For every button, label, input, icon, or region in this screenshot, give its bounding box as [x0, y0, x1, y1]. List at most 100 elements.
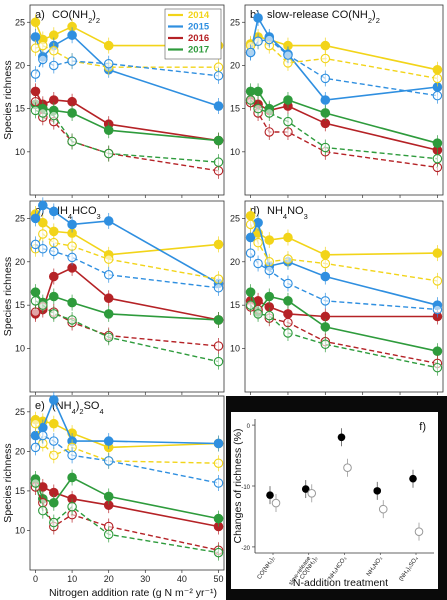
- data-point-open: [49, 450, 59, 461]
- series-line-dashed: [35, 300, 219, 363]
- y-tick-label: 10: [230, 344, 240, 354]
- data-point: [48, 271, 59, 282]
- title-part: ): [372, 9, 376, 21]
- data-point: [213, 135, 224, 146]
- data-point: [30, 17, 41, 28]
- data-point-open: [320, 142, 331, 153]
- series-line-dashed: [35, 243, 219, 289]
- x-axis-label: N-addition treatment: [293, 577, 388, 589]
- title-part: HCO: [72, 205, 97, 217]
- series-line-dashed: [34, 101, 219, 172]
- data-point-open: [432, 304, 443, 315]
- data-point-open: [320, 258, 331, 269]
- data-point-open: [30, 418, 41, 429]
- y-tick-label: 25: [230, 213, 240, 223]
- x-axis-label: Nitrogen addition rate (g N m⁻² yr⁻¹): [49, 587, 217, 599]
- data-point: [67, 472, 77, 483]
- panel-title: CO(NH2)2: [52, 9, 100, 25]
- y-axis-label: Changes of richness (%): [232, 429, 244, 544]
- panel-label: e): [35, 400, 45, 412]
- y-tick-label: 10: [15, 344, 25, 354]
- y-tick-label: 15: [15, 300, 25, 310]
- y-axis-label: Species richness: [2, 257, 14, 336]
- series-line: [34, 213, 219, 256]
- data-point-open: [283, 278, 293, 289]
- title-part: CO(NH: [52, 9, 88, 21]
- series-line: [34, 91, 219, 142]
- panel-label: d): [250, 205, 260, 217]
- panel-title: NH4HCO3: [52, 205, 101, 221]
- data-point: [103, 436, 114, 446]
- y-tick-label: 20: [15, 446, 25, 456]
- data-point: [103, 216, 114, 226]
- data-point-open: [67, 241, 77, 251]
- data-point-open: [253, 237, 263, 248]
- y-tick-label: 20: [15, 60, 25, 70]
- y-tick-label: 25: [15, 213, 25, 223]
- data-point-open: [320, 73, 331, 84]
- panel-4: 0102030405010152025d)NH4NO3Nitrogen addi…: [230, 200, 444, 421]
- data-point-open: [432, 90, 443, 101]
- data-point-open: [30, 69, 41, 79]
- legend-entry: 2017: [188, 45, 209, 56]
- data-point-open: [38, 505, 48, 516]
- subscript: 3: [304, 212, 308, 221]
- x-tick-label: 50: [214, 574, 224, 584]
- subscript: 4: [283, 212, 287, 221]
- data-point: [30, 32, 41, 42]
- legend-box: [164, 8, 222, 60]
- data-point: [283, 296, 293, 306]
- legend-entry: 2014: [188, 10, 210, 21]
- data-point-open: [432, 276, 443, 286]
- y-tick-label: 20: [230, 60, 240, 70]
- legend-entry: 2015: [188, 22, 210, 33]
- data-point-open: [432, 362, 443, 373]
- panel-title: slow-release CO(NH2)2: [267, 9, 380, 25]
- data-point: [213, 438, 224, 449]
- series-line: [35, 266, 219, 321]
- data-point: [48, 418, 59, 429]
- data-point-open: [30, 478, 41, 488]
- x-tick-label: 30: [140, 574, 150, 584]
- y-tick-label: 25: [15, 407, 25, 417]
- series-line: [249, 220, 438, 306]
- data-point: [67, 96, 77, 107]
- x-tick-label: 40: [177, 574, 187, 584]
- data-point-open: [253, 36, 263, 47]
- data-point-open: [49, 246, 59, 257]
- data-point: [38, 200, 48, 211]
- data-point-open: [30, 239, 41, 250]
- data-point: [67, 30, 77, 41]
- data-point: [213, 101, 224, 111]
- data-point-open: [432, 153, 443, 164]
- panel-title: NH4NO3: [267, 205, 308, 221]
- panel-label: a): [35, 9, 45, 21]
- data-point-open: [213, 157, 224, 167]
- data-point: [432, 346, 443, 356]
- data-point-open: [320, 296, 331, 306]
- y-tick-label: 15: [15, 104, 25, 114]
- data-point-open: [414, 527, 424, 536]
- data-point-open: [30, 307, 41, 317]
- y-tick-label: 10: [15, 525, 25, 535]
- subscript: 4: [99, 407, 103, 416]
- data-point-open: [38, 54, 48, 65]
- x-tick-label: 0: [33, 574, 38, 584]
- data-point-open: [67, 136, 77, 147]
- title-part: ): [76, 400, 80, 412]
- series-line-dashed: [250, 306, 438, 365]
- y-tick-label: 10: [230, 147, 240, 157]
- data-point: [320, 322, 331, 332]
- data-point: [213, 239, 224, 250]
- data-point-filled: [409, 474, 417, 483]
- series-line-dashed: [250, 38, 438, 97]
- data-point-filled: [373, 487, 382, 495]
- y-tick-label: 25: [230, 17, 240, 27]
- y-tick-label: -20: [241, 546, 250, 552]
- series-line: [249, 215, 438, 256]
- data-point: [432, 248, 443, 258]
- data-point: [245, 232, 256, 243]
- data-point-open: [283, 328, 293, 338]
- y-tick-label: 10: [15, 147, 25, 157]
- data-point: [48, 497, 59, 508]
